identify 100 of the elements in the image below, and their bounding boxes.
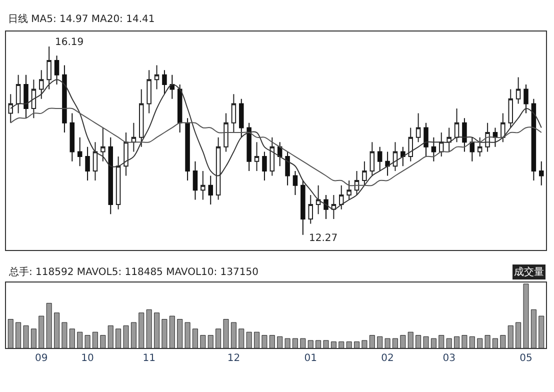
candlestick: [524, 84, 528, 114]
x-tick-label: 03: [442, 353, 456, 364]
bar: [262, 335, 268, 348]
candlestick: [54, 55, 60, 85]
bar: [277, 336, 283, 348]
candlestick: [216, 136, 221, 200]
candlestick: [254, 142, 260, 172]
bar: [346, 341, 352, 348]
bar: [254, 332, 260, 348]
candlestick: [139, 88, 144, 148]
bar: [46, 302, 52, 348]
candlestick: [192, 160, 198, 200]
x-tick-label: 11: [142, 353, 156, 364]
bar: [484, 335, 490, 348]
bar: [292, 338, 298, 348]
candlestick: [377, 146, 382, 172]
candlestick: [316, 184, 321, 215]
candlestick: [516, 76, 521, 104]
bar: [469, 336, 475, 348]
candlestick: [131, 122, 136, 152]
candlestick: [185, 118, 190, 182]
candlestick: [39, 70, 44, 100]
candlestick: [470, 136, 475, 162]
candlestick: [477, 136, 482, 158]
candlestick: [531, 98, 536, 182]
candlestick: [492, 127, 498, 148]
bar: [169, 316, 175, 348]
candlestick: [508, 88, 513, 128]
bar: [269, 335, 275, 348]
candlestick: [385, 151, 390, 176]
candlestick: [224, 112, 228, 152]
bar: [400, 335, 406, 348]
bar: [516, 322, 522, 348]
candlestick: [416, 112, 421, 143]
x-tick-label: 10: [81, 353, 94, 364]
bar: [462, 335, 468, 348]
bar: [492, 338, 498, 348]
bar: [392, 338, 398, 348]
chart-title: 总手: 118592 MAVOL5: 118485 MAVOL10: 137150: [8, 266, 258, 278]
candlestick: [24, 74, 28, 119]
candlestick: [231, 94, 236, 134]
chart-title: 日线 MA5: 14.97 MA20: 14.41: [8, 13, 155, 25]
x-tick-label: 12: [227, 353, 240, 364]
bar: [154, 312, 160, 348]
candlestick: [31, 79, 36, 119]
bar: [354, 341, 360, 348]
bar: [192, 328, 198, 348]
bar: [116, 328, 122, 348]
bar: [92, 332, 98, 348]
bar: [62, 322, 68, 348]
candlestick: [408, 127, 413, 162]
candlestick: [16, 74, 21, 114]
x-tick-label: 02: [381, 353, 394, 364]
bar: [523, 284, 529, 348]
x-tick-label: 09: [35, 353, 48, 364]
bar: [30, 328, 36, 348]
bar: [138, 312, 144, 348]
bar: [123, 325, 129, 348]
candlestick: [70, 112, 75, 162]
candlestick: [370, 142, 375, 176]
bar: [530, 309, 536, 348]
candlestick: [8, 94, 13, 124]
bar: [508, 325, 514, 348]
bar: [208, 335, 214, 348]
candlestick: [439, 132, 444, 158]
bar: [308, 340, 314, 348]
candlestick: [124, 132, 128, 176]
bar: [384, 338, 390, 348]
candlestick: [400, 146, 406, 167]
candlestick: [346, 180, 352, 200]
candlestick: [454, 108, 460, 143]
candlestick: [146, 70, 152, 114]
candlestick: [108, 136, 113, 215]
bar: [408, 332, 414, 348]
candlestick: [77, 136, 82, 167]
candlestick: [154, 64, 160, 90]
bar: [284, 338, 290, 348]
candlestick: [424, 122, 428, 158]
text: 成交量: [514, 266, 544, 278]
bar: [323, 340, 329, 348]
bar: [300, 338, 306, 348]
bar: [162, 319, 168, 348]
bar: [362, 340, 368, 348]
candlestick: [500, 112, 506, 143]
annotation: 12.27: [309, 233, 338, 244]
candlestick: [170, 74, 175, 100]
bar: [238, 328, 244, 348]
bar: [423, 336, 429, 348]
bar: [316, 340, 322, 348]
candlestick: [85, 146, 90, 182]
bar: [454, 336, 460, 348]
candlestick: [208, 175, 213, 206]
bar: [23, 325, 29, 348]
bar: [230, 322, 236, 348]
candlestick: [262, 151, 267, 182]
candlestick: [292, 170, 298, 196]
candlestick: [300, 180, 306, 236]
bar: [100, 335, 106, 348]
candlestick: [177, 84, 182, 134]
candlestick: [46, 46, 52, 90]
